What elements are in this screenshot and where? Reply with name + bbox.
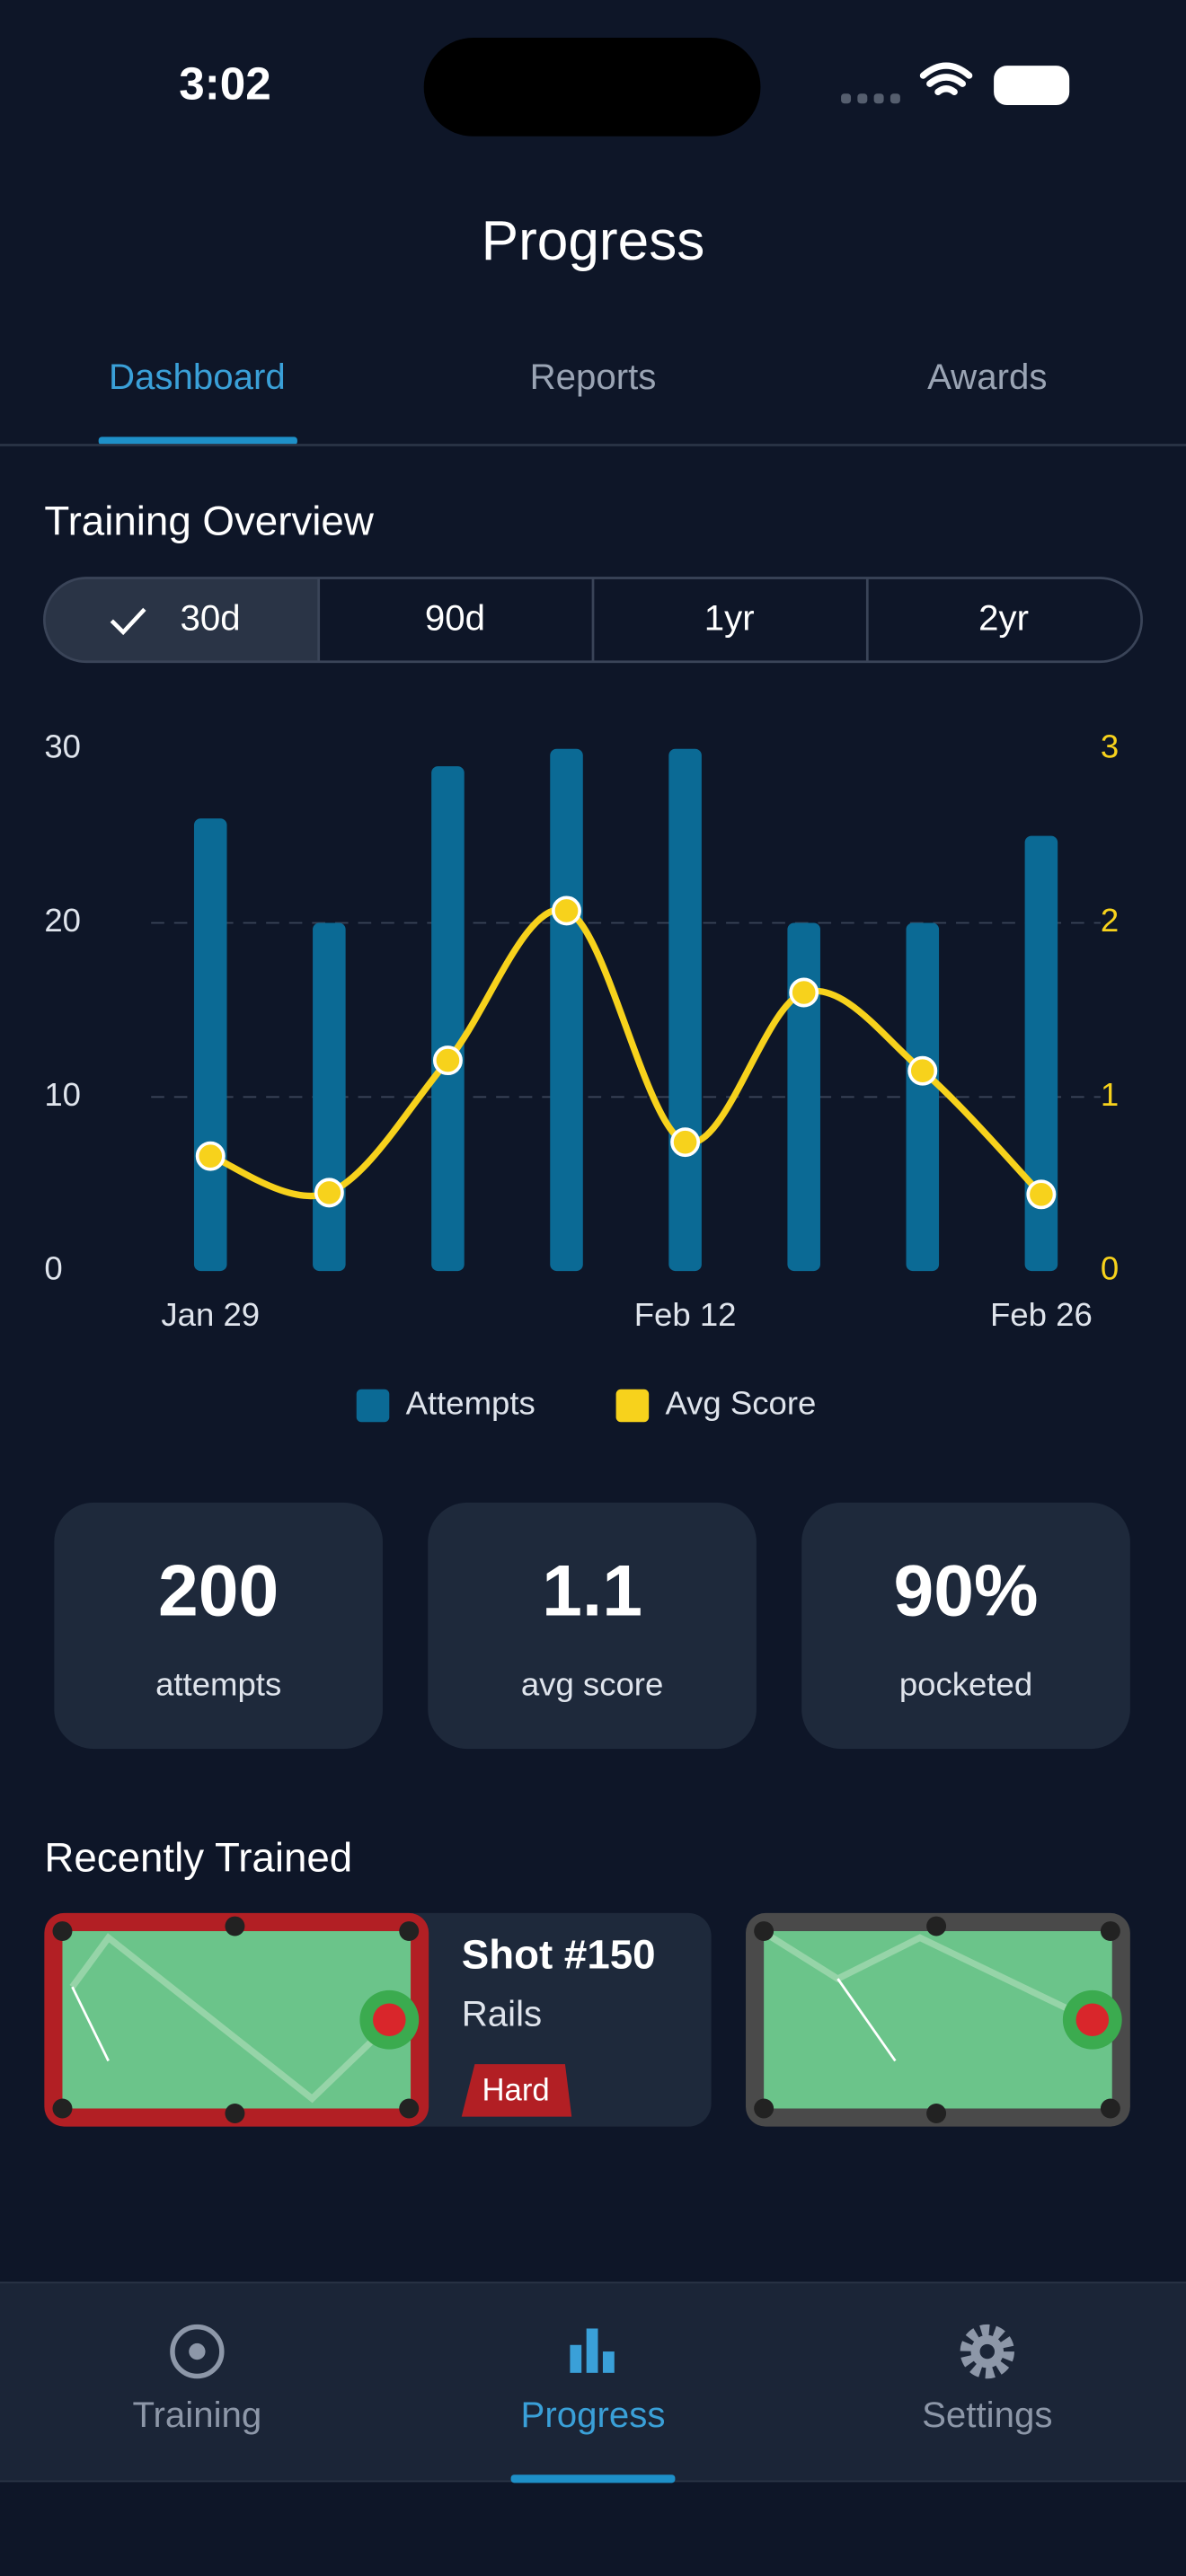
difficulty-label: Hard	[482, 2073, 549, 2107]
y2-tick-label: 1	[1101, 1076, 1119, 1113]
nav-item[interactable]: Training	[132, 2395, 261, 2435]
point	[789, 977, 819, 1008]
range-option[interactable]: 90d	[425, 598, 485, 639]
point	[432, 1045, 463, 1076]
y-tick-label: 10	[44, 1076, 81, 1113]
stat-value: 200	[158, 1550, 279, 1631]
settings-icon	[960, 2324, 1014, 2379]
bar	[550, 748, 583, 1272]
stat-label: attempts	[155, 1665, 281, 1702]
nav-indicator	[510, 2475, 676, 2483]
difficulty-badge	[461, 2064, 572, 2117]
section-title: Training Overview	[44, 498, 374, 543]
section-title: Recently Trained	[44, 1834, 352, 1880]
bar	[668, 748, 702, 1272]
range-option[interactable]: 1yr	[704, 598, 755, 639]
bar	[787, 922, 820, 1272]
y2-tick-label: 2	[1101, 902, 1119, 939]
stat-card	[801, 1502, 1130, 1750]
legend-label: Avg Score	[665, 1385, 816, 1422]
point	[314, 1178, 344, 1208]
bar	[431, 766, 465, 1272]
y2-tick-label: 0	[1101, 1250, 1119, 1287]
line	[208, 906, 1044, 1200]
point	[552, 895, 581, 926]
tab-bar	[0, 2282, 1186, 2482]
range-option[interactable]: 30d	[180, 598, 240, 639]
stat-card	[428, 1502, 757, 1750]
bar	[193, 818, 227, 1272]
y-tick-label: 0	[44, 1250, 62, 1287]
range-option[interactable]: 2yr	[978, 598, 1029, 639]
tab[interactable]: Dashboard	[109, 357, 286, 397]
stat-card	[54, 1502, 383, 1750]
status-time: 3:02	[179, 57, 270, 109]
stat-label: pocketed	[899, 1665, 1032, 1702]
table-thumbnail	[44, 1912, 429, 2127]
segment-selected	[43, 578, 319, 662]
bar	[906, 922, 940, 1272]
card-category: Rails	[462, 1994, 542, 2034]
stat-value: 90%	[894, 1550, 1039, 1631]
progress-icon	[570, 2328, 615, 2373]
chart: 0 10 20 30 0 1 2 3 Jan 29 Feb 12 Feb 26 Attempts Avg…	[44, 728, 1119, 1423]
tab[interactable]: Awards	[927, 357, 1047, 397]
stat-label: avg score	[521, 1665, 663, 1702]
bar	[1024, 835, 1058, 1272]
legend-swatch	[615, 1389, 650, 1423]
x-tick-label: Jan 29	[161, 1296, 260, 1333]
legend-label: Attempts	[406, 1385, 535, 1422]
y2-tick-label: 3	[1101, 728, 1119, 764]
battery-icon	[994, 66, 1070, 106]
dynamic-island	[423, 38, 761, 137]
y-tick-label: 30	[44, 728, 81, 764]
table-thumbnail[interactable]	[746, 1912, 1130, 2127]
check-icon	[110, 607, 146, 636]
bar	[313, 922, 346, 1272]
page-title: Progress	[482, 210, 705, 272]
tab-indicator	[98, 437, 297, 446]
stats: 200 attempts 1.1 avg score 90% pocketed	[54, 1502, 1130, 1750]
x-tick-label: Feb 12	[634, 1296, 737, 1333]
y-tick-label: 20	[44, 902, 81, 939]
point	[670, 1127, 701, 1158]
legend-swatch	[356, 1389, 390, 1423]
signal	[841, 93, 900, 104]
wifi-icon	[919, 62, 973, 96]
point	[907, 1055, 938, 1086]
x-tick-label: Feb 26	[990, 1296, 1093, 1333]
training-icon-dot	[189, 2342, 206, 2360]
card-title: Shot #150	[462, 1931, 656, 1977]
point	[195, 1141, 226, 1171]
stat-value: 1.1	[542, 1550, 642, 1631]
nav-item[interactable]: Progress	[521, 2395, 666, 2435]
tab[interactable]: Reports	[530, 357, 657, 397]
training-icon	[170, 2324, 225, 2379]
point	[1026, 1179, 1057, 1210]
segment-dividers	[317, 578, 869, 662]
nav-item[interactable]: Settings	[922, 2395, 1052, 2435]
